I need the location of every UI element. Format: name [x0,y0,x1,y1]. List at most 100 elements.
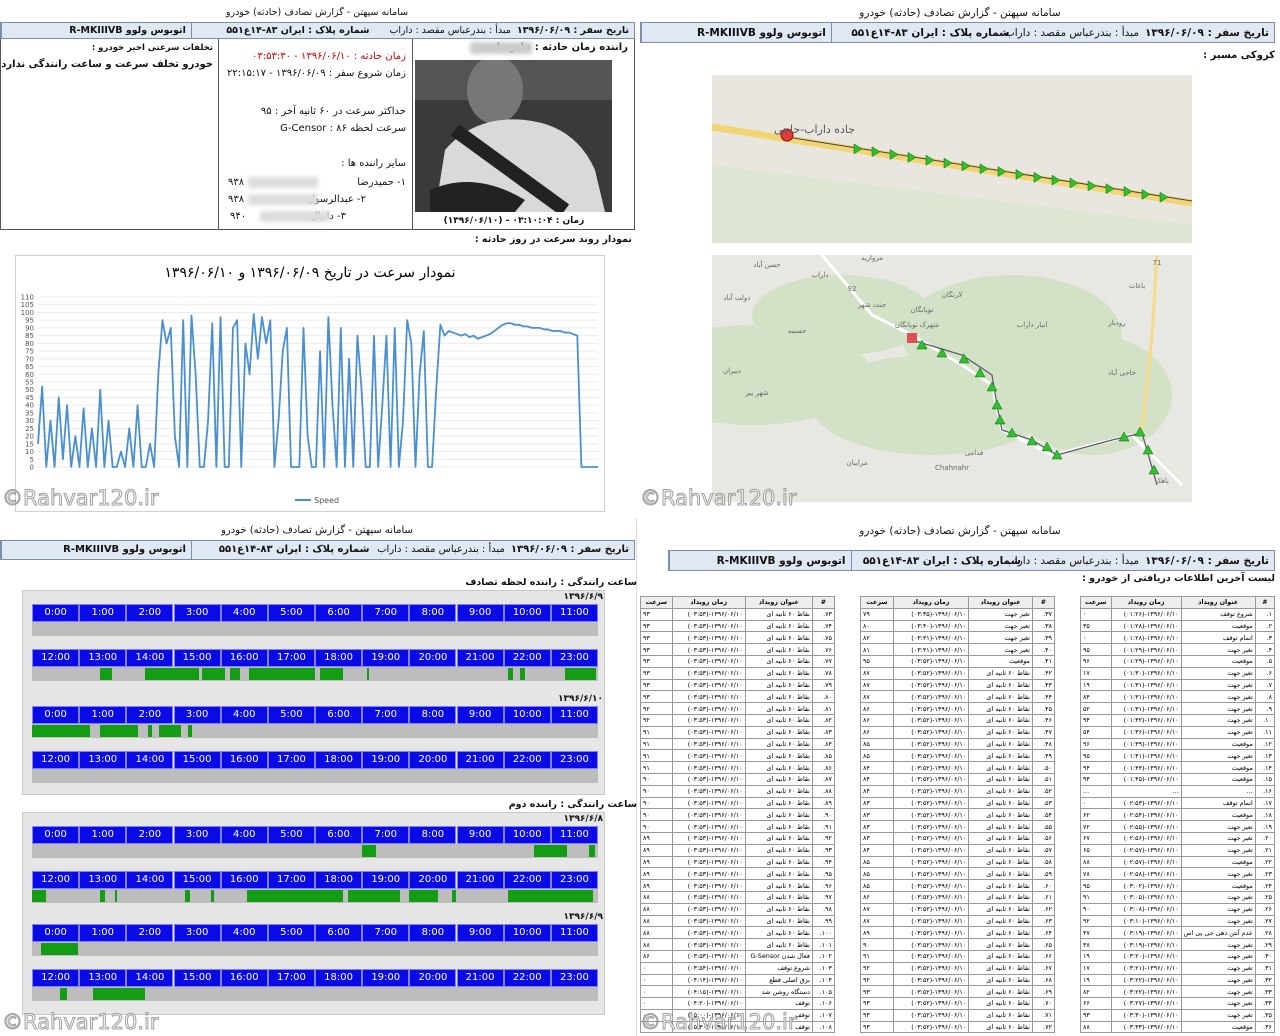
event-cell: نقاط ۶۰ ثانیه ای [968,690,1033,704]
hour-cell: 21:00 [456,871,504,889]
column-header: # [811,596,836,609]
info-divider [412,38,413,230]
event-cell: ۱۷ [1080,961,1112,975]
route-marker [961,160,971,172]
event-cell: ۱۳۹۶/۰۶/۱۰-(۰۳:۵۳) [671,879,746,892]
speed-section-label: نمودار روند سرعت در روز حادثه : [474,234,632,245]
event-row: ۴۹. نقاط ۶۰ ثانیه ای ۱۳۹۶/۰۶/۱۰-(۰۳:۵۲) ۸۵ [860,749,1056,763]
event-cell: ۸۴. [811,737,836,751]
event-cell: ۸۹. [811,796,836,810]
event-row: ۱۹. تغیر جهت ۱۳۹۶/۰۶/۱۰-(۰۲:۵۵) ۷۲ [1080,820,1276,833]
hour-cell: 1:00 [79,706,127,724]
event-cell: نقاط ۶۰ ثانیه ای [744,879,813,892]
driving-segment [147,725,153,737]
event-cell: ۰ [640,961,673,975]
event-cell: ۹۳ [640,678,673,692]
event-cell: ۲۶. [1254,902,1276,916]
event-cell: ۱۳۹۶/۰۶/۱۰-(۰۳:۴۱) [892,631,970,645]
report-header: اتوبوس ولوو R-MKIIIVB شماره پلاک : ایران … [640,22,1275,43]
route-marker [1142,444,1154,455]
event-row: ۵۶. نقاط ۶۰ ثانیه ای ۱۳۹۶/۰۶/۱۰-(۰۳:۵۲) ۸۳ [860,831,1056,845]
hour-cell: 0:00 [32,826,80,844]
event-cell: نقاط ۶۰ ثانیه ای [744,855,813,869]
event-cell: ۹۹. [811,914,836,928]
event-cell: ۸۷ [860,666,894,680]
event-cell: نقاط ۶۰ ثانیه ای [744,808,813,822]
event-row: ۷۷. نقاط ۶۰ ثانیه ای ۱۳۹۶/۰۶/۱۰-(۰۳:۵۳) ۹۳ [640,654,836,668]
event-cell: ۱۳۹۶/۰۶/۱۰-(۰۳:۵۲) [892,702,970,715]
event-row: ۷۸. نقاط ۶۰ ثانیه ای ۱۳۹۶/۰۶/۱۰-(۰۳:۵۳) ۹۳ [640,666,836,680]
hour-cell: 10:00 [503,826,551,844]
event-cell: ۸۲. [811,713,836,727]
event-row: ۵۱. نقاط ۶۰ ثانیه ای ۱۳۹۶/۰۶/۱۰-(۰۳:۵۲) ۸۴ [860,772,1056,786]
event-cell: نقاط ۶۰ ثانیه ای [968,737,1033,751]
event-cell: ۱۰. [1254,713,1276,727]
event-row: ۳۱. تغیر جهت ۱۳۹۶/۰۶/۱۰-(۰۳:۲۱) ۱۷ [1080,961,1276,975]
column-header: سرعت [1080,596,1112,609]
event-cell: تغیر جهت [1180,973,1256,987]
map-place: رودبار [1107,319,1125,327]
event-cell: ۲. [1254,619,1276,633]
driving-segment [32,890,47,902]
event-cell: ۹۳ [640,607,673,621]
event-cell: ۱۳۹۶/۰۶/۱۰-(۰۳:۵۳) [671,808,746,822]
event-cell: نقاط ۶۰ ثانیه ای [744,831,813,845]
other-driver-id: ۹۳۸ [228,194,245,205]
hour-cell: 17:00 [267,751,315,769]
event-cell: نقاط ۶۰ ثانیه ای [744,867,813,881]
event-row: ۴۲. نقاط ۶۰ ثانیه ای ۱۳۹۶/۰۶/۱۰-(۰۳:۵۲) ۸۷ [860,666,1056,680]
event-row: ۱۳. تغیر جهت ۱۳۹۶/۰۶/۱۰-(۰۱:۴۱) ۹۵ [1080,749,1276,763]
driver-hours-title: ساعت رانندگی : راننده دوم [508,799,637,810]
trip-cell: تاریخ سفر : ۱۳۹۶/۰۶/۰۹ مبدأ : بندرعباس مق… [374,541,634,559]
event-cell: ۱۳۹۶/۰۶/۱۰-(۰۳:۵۲) [892,831,970,845]
event-cell: ۵۲ [1080,702,1112,715]
event-cell: ۹۴ [1080,713,1112,727]
event-cell: ۹۵ [1080,749,1112,763]
event-cell: نقاط ۶۰ ثانیه ای [968,985,1033,999]
event-cell: ۱۳۹۶/۰۶/۱۰-(۰۳:۵۲) [892,843,970,857]
hour-track [32,769,598,783]
route-marker [1051,174,1061,186]
event-cell: ۱۳۹۶/۰۶/۱۰-(۰۱:۴۵) [1110,772,1182,786]
event-cell: تغیر جهت [968,643,1033,656]
event-cell: نقاط ۶۰ ثانیه ای [744,902,813,916]
map-place: حسن آباد [753,260,780,269]
event-cell: نقاط ۶۰ ثانیه ای [744,631,813,645]
event-cell: تغیر جهت [1180,938,1256,951]
event-cell: ۹۳ [640,690,673,704]
event-row: ۲۳. تغیر جهت ۱۳۹۶/۰۶/۱۰-(۰۲:۵۸) ۷۸ [1080,867,1276,881]
y-tick-label: 60 [25,371,34,379]
other-driver-id: ۹۴۰ [230,211,247,222]
event-cell: ۱۰۱. [811,938,836,951]
event-row: ۹. تغیر جهت ۱۳۹۶/۰۶/۱۰-(۰۱:۳۱) ۵۲ [1080,702,1276,715]
hour-cell: 12:00 [32,751,80,769]
event-row: ۵۷. نقاط ۶۰ ثانیه ای ۱۳۹۶/۰۶/۱۰-(۰۳:۵۲) ۸۴ [860,843,1056,857]
event-cell: ۶۷. [1031,961,1056,975]
event-row: ۶۵. نقاط ۶۰ ثانیه ای ۱۳۹۶/۰۶/۱۰-(۰۳:۵۲) ۹۰ [860,938,1056,951]
event-cell: موقعیت [1180,855,1256,869]
system-title: سامانه سپهتن - گزارش تصادف (حادثه) خودرو [859,7,1061,19]
hour-cell: 2:00 [126,826,174,844]
hour-cell: 19:00 [362,751,410,769]
driving-segment [588,845,595,857]
event-row: ۸۳. نقاط ۶۰ ثانیه ای ۱۳۹۶/۰۶/۱۰-(۰۳:۵۳) ۹۱ [640,725,836,739]
event-cell: ۹۳ [640,619,673,633]
event-cell: موقعیت [1180,1020,1256,1034]
hour-cell: 6:00 [315,706,363,724]
event-cell: ۱۳۹۶/۰۶/۱۰-(۰۲:۵۴) [1110,808,1182,822]
hour-cell: 14:00 [126,649,174,667]
column-header: # [1031,596,1056,609]
event-cell: ۶۱. [1031,890,1056,904]
event-cell: ۳۸. [1031,619,1056,633]
event-cell: نقاط ۶۰ ثانیه ای [744,938,813,951]
event-cell: ۱۳۹۶/۰۶/۱۰-(۰۱:۳۱) [1110,702,1182,715]
hour-cell: 19:00 [362,871,410,889]
event-cell: ۵۵. [1031,820,1056,833]
hour-cell: 22:00 [503,969,551,987]
event-cell: ۶۵. [1031,938,1056,951]
route-marker [907,151,917,163]
column-header: # [1254,596,1276,609]
plate-cell: شماره پلاک : ایران ۸۳-۱۴ع۵۵۱ [850,551,1026,570]
hour-cell: 3:00 [173,826,221,844]
event-cell: ۸۵ [860,879,894,892]
